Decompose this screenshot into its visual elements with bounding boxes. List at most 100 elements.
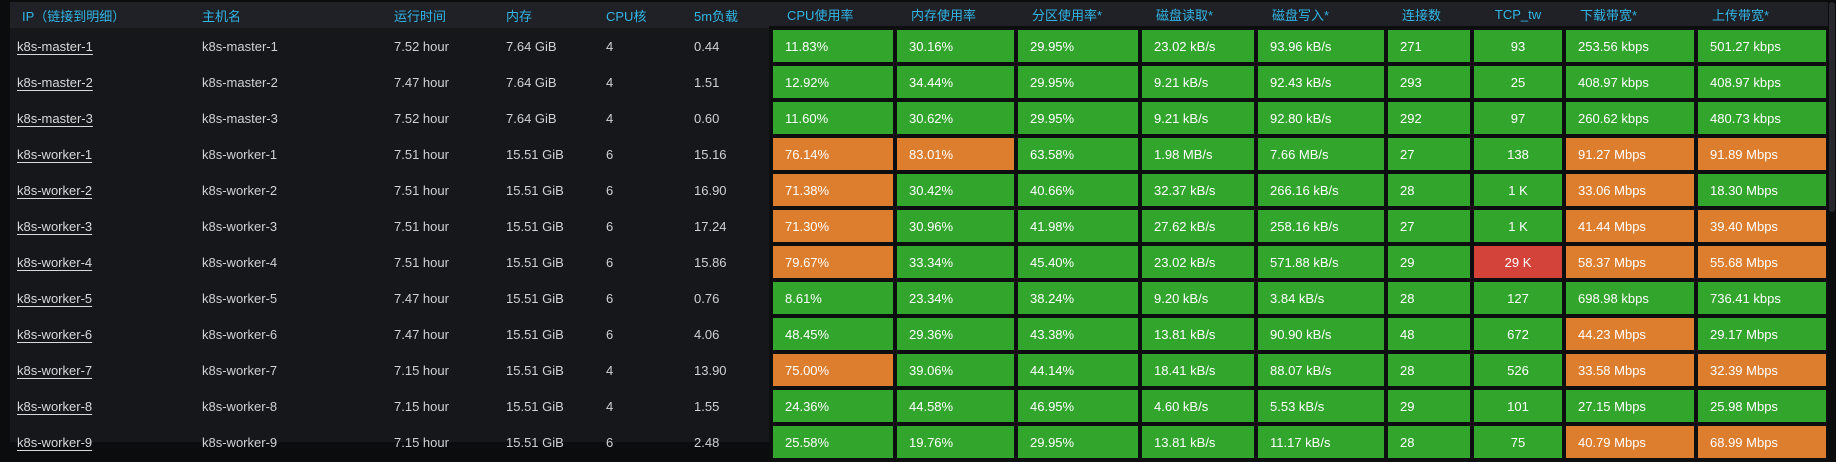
cell-uptime: 7.15 hour bbox=[394, 362, 449, 378]
cell-tcp_tw: 127 bbox=[1470, 278, 1566, 318]
column-header-cpu_cores[interactable]: CPU核 bbox=[606, 8, 647, 24]
cell-upload: 480.73 kbps bbox=[1694, 98, 1830, 138]
cell-load_5m: 0.76 bbox=[694, 290, 720, 306]
column-header-connections[interactable]: 连接数 bbox=[1402, 7, 1442, 23]
cell-hostname: k8s-worker-5 bbox=[202, 290, 278, 306]
cell-download: 40.79 Mbps bbox=[1562, 422, 1698, 462]
ip-link[interactable]: k8s-worker-1 bbox=[17, 146, 93, 162]
column-header-uptime[interactable]: 运行时间 bbox=[394, 8, 447, 24]
cell-connections: 29 bbox=[1384, 242, 1474, 282]
cell-disk_read: 27.62 kB/s bbox=[1138, 206, 1258, 246]
ip-link[interactable]: k8s-worker-5 bbox=[17, 290, 93, 306]
cell-load_5m: 17.24 bbox=[694, 218, 727, 234]
cell-cpu_cores: 6 bbox=[606, 218, 614, 234]
column-header-partition_usage[interactable]: 分区使用率* bbox=[1032, 7, 1103, 23]
cell-ip: k8s-worker-3 bbox=[10, 208, 195, 244]
ip-link[interactable]: k8s-worker-9 bbox=[17, 434, 93, 450]
cell-disk_read: 1.98 MB/s bbox=[1138, 134, 1258, 174]
cell-ip: k8s-master-1 bbox=[10, 28, 195, 64]
cell-uptime: 7.47 hour bbox=[394, 290, 449, 306]
cell-connections: 28 bbox=[1384, 278, 1474, 318]
table-row-k8s-worker-7: k8s-worker-7 k8s-worker-7 7.15 hour 15.51 G… bbox=[10, 350, 1830, 390]
column-header-memory[interactable]: 内存 bbox=[506, 8, 533, 24]
cell-load_5m: 16.90 bbox=[694, 182, 727, 198]
cell-disk_write: 258.16 kB/s bbox=[1254, 206, 1388, 246]
cell-disk_write: 93.96 kB/s bbox=[1254, 26, 1388, 66]
column-header-mem_usage[interactable]: 内存使用率 bbox=[911, 7, 977, 23]
cell-partition_usage: 41.98% bbox=[1014, 206, 1142, 246]
ip-link[interactable]: k8s-worker-2 bbox=[17, 182, 93, 198]
cell-connections: 48 bbox=[1384, 314, 1474, 354]
column-header-ip[interactable]: IP（链接到明细） bbox=[22, 8, 126, 24]
cell-cpu_usage: 48.45% bbox=[769, 314, 897, 354]
cell-memory: 15.51 GiB bbox=[506, 290, 564, 306]
cell-load_5m: 15.86 bbox=[694, 254, 727, 270]
cell-memory: 15.51 GiB bbox=[506, 254, 564, 270]
cell-connections: 28 bbox=[1384, 422, 1474, 462]
cell-partition_usage: 29.95% bbox=[1014, 26, 1142, 66]
cell-download: 44.23 Mbps bbox=[1562, 314, 1698, 354]
cell-disk_write: 90.90 kB/s bbox=[1254, 314, 1388, 354]
cell-cpu_cores: 4 bbox=[606, 398, 614, 414]
cell-connections: 29 bbox=[1384, 386, 1474, 426]
cell-upload: 55.68 Mbps bbox=[1694, 242, 1830, 282]
cell-cpu_cores: 6 bbox=[606, 290, 614, 306]
cell-cpu_cores: 6 bbox=[606, 254, 614, 270]
ip-link[interactable]: k8s-worker-7 bbox=[17, 362, 93, 378]
cell-memory: 15.51 GiB bbox=[506, 326, 564, 342]
cell-partition_usage: 45.40% bbox=[1014, 242, 1142, 282]
ip-link[interactable]: k8s-worker-8 bbox=[17, 398, 93, 414]
cell-download: 33.06 Mbps bbox=[1562, 170, 1698, 210]
cell-hostname: k8s-master-2 bbox=[202, 74, 278, 90]
column-header-hostname[interactable]: 主机名 bbox=[202, 8, 242, 24]
cell-upload: 32.39 Mbps bbox=[1694, 350, 1830, 390]
cell-disk_read: 9.21 kB/s bbox=[1138, 62, 1258, 102]
cell-hostname: k8s-master-3 bbox=[202, 110, 278, 126]
ip-link[interactable]: k8s-worker-4 bbox=[17, 254, 93, 270]
table-row-k8s-worker-9: k8s-worker-9 k8s-worker-9 7.15 hour 15.51 G… bbox=[10, 422, 1830, 462]
cell-ip: k8s-worker-8 bbox=[10, 388, 195, 424]
cell-disk_read: 9.21 kB/s bbox=[1138, 98, 1258, 138]
cell-ip: k8s-worker-1 bbox=[10, 136, 195, 172]
column-header-upload[interactable]: 上传带宽* bbox=[1712, 7, 1770, 23]
cell-hostname: k8s-worker-3 bbox=[202, 218, 278, 234]
cell-mem_usage: 30.42% bbox=[893, 170, 1018, 210]
column-header-tcp_tw[interactable]: TCP_tw bbox=[1494, 6, 1542, 22]
cell-disk_write: 88.07 kB/s bbox=[1254, 350, 1388, 390]
scrollbar-thumb[interactable] bbox=[1829, 2, 1835, 212]
cell-cpu_usage: 8.61% bbox=[769, 278, 897, 318]
cell-cpu_cores: 4 bbox=[606, 362, 614, 378]
cell-ip: k8s-worker-9 bbox=[10, 424, 195, 460]
cell-mem_usage: 19.76% bbox=[893, 422, 1018, 462]
column-header-download[interactable]: 下载带宽* bbox=[1580, 7, 1638, 23]
cell-load_5m: 0.44 bbox=[694, 38, 720, 54]
ip-link[interactable]: k8s-master-3 bbox=[17, 110, 93, 126]
cell-disk_write: 92.80 kB/s bbox=[1254, 98, 1388, 138]
cell-connections: 271 bbox=[1384, 26, 1474, 66]
cell-disk_write: 92.43 kB/s bbox=[1254, 62, 1388, 102]
cell-memory: 15.51 GiB bbox=[506, 362, 564, 378]
cell-mem_usage: 30.96% bbox=[893, 206, 1018, 246]
column-header-disk_write[interactable]: 磁盘写入* bbox=[1272, 7, 1330, 23]
column-header-disk_read[interactable]: 磁盘读取* bbox=[1156, 7, 1214, 23]
column-header-load_5m[interactable]: 5m负载 bbox=[694, 8, 739, 24]
column-header-cpu_usage[interactable]: CPU使用率 bbox=[787, 7, 854, 23]
cell-partition_usage: 29.95% bbox=[1014, 98, 1142, 138]
node-metrics-table: IP（链接到明细） 主机名 运行时间 内存 CPU核 5m负载 CPU使用率 内存使用率 分区使… bbox=[10, 2, 1830, 462]
cell-cpu_usage: 12.92% bbox=[769, 62, 897, 102]
cell-disk_read: 9.20 kB/s bbox=[1138, 278, 1258, 318]
ip-link[interactable]: k8s-worker-3 bbox=[17, 218, 93, 234]
cell-tcp_tw: 1 K bbox=[1470, 170, 1566, 210]
ip-link[interactable]: k8s-master-2 bbox=[17, 74, 93, 90]
cell-uptime: 7.47 hour bbox=[394, 74, 449, 90]
cell-ip: k8s-worker-7 bbox=[10, 352, 195, 388]
vertical-scrollbar[interactable] bbox=[1828, 0, 1836, 442]
cell-cpu_cores: 6 bbox=[606, 326, 614, 342]
cell-mem_usage: 34.44% bbox=[893, 62, 1018, 102]
ip-link[interactable]: k8s-worker-6 bbox=[17, 326, 93, 342]
ip-link[interactable]: k8s-master-1 bbox=[17, 38, 93, 54]
cell-download: 698.98 kbps bbox=[1562, 278, 1698, 318]
cell-partition_usage: 44.14% bbox=[1014, 350, 1142, 390]
cell-cpu_usage: 11.60% bbox=[769, 98, 897, 138]
cell-download: 33.58 Mbps bbox=[1562, 350, 1698, 390]
